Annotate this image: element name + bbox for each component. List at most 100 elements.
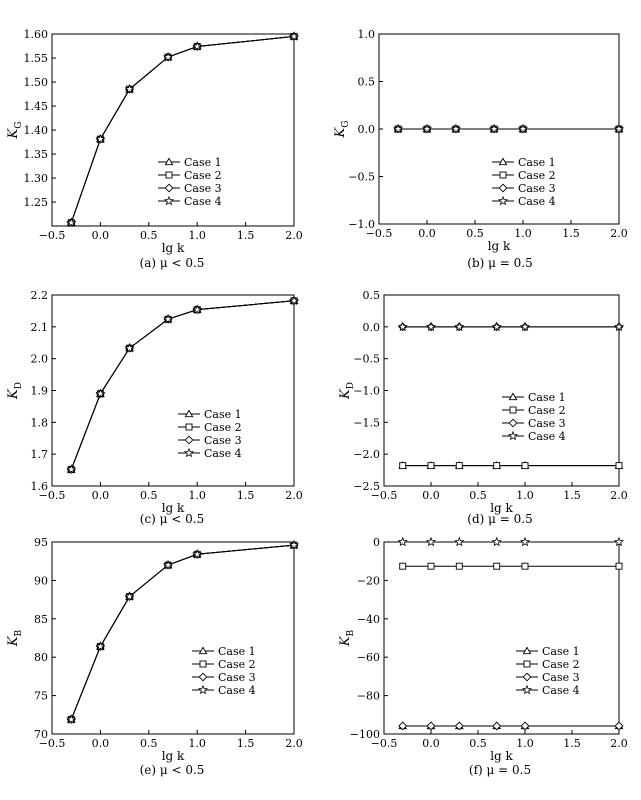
x-axis-label: lg k [490,501,513,515]
data-point-series-4 [163,313,174,324]
legend-marker [522,646,532,655]
x-tick-label: 1.0 [516,737,534,750]
legend-label: Case 1 [542,645,580,658]
y-tick-label: −1.0 [353,385,380,398]
chart-panel-4: −0.5 0.0 0.5 1.0 1.5 2.0 −2.5 −2.0 −1.5 −1.0 −0.5 0… [338,289,628,526]
data-point-series-2 [427,462,435,470]
legend-marker [165,171,173,179]
y-tick-label: 2.1 [31,321,49,334]
legend-label: Case 2 [218,658,256,671]
x-tick-label: −0.5 [371,489,398,502]
legend-marker [509,406,517,414]
x-tick-label: −0.5 [39,489,66,502]
x-axis-label: lg k [490,749,513,763]
plot-frame [383,294,620,487]
legend-label: Case 3 [218,671,256,684]
legend-marker [198,646,208,655]
x-tick-label: 1.5 [562,227,580,240]
x-tick-label: 2.0 [285,229,303,242]
data-point-series-2 [399,462,407,470]
data-point-series-3 [520,721,530,731]
y-tick-label: 1.35 [24,148,49,161]
y-tick-label: 0.0 [358,123,376,136]
x-tick-label: 0.5 [140,229,158,242]
legend-marker [164,183,174,193]
legend-marker [164,157,174,166]
series-line-2 [70,35,295,223]
legend-marker [185,423,193,431]
y-tick-label: 1.50 [24,76,49,89]
y-tick-label: −100 [350,728,380,741]
legend-label: Case 1 [204,408,242,421]
data-point-series-4 [454,536,465,547]
y-tick-label: 0.5 [363,289,381,302]
y-tick-label: 2.0 [31,353,49,366]
y-tick-label: −2.5 [353,480,380,493]
series-line-3 [70,544,295,720]
series-line-4 [70,544,295,720]
x-tick-label: 0.0 [92,229,110,242]
data-point-series-4 [124,83,135,94]
data-point-series-4 [95,388,106,398]
series-line-4 [70,35,295,223]
legend-marker [197,684,209,695]
x-tick-label: 1.5 [237,737,255,750]
data-point-series-4 [454,321,465,332]
legend-label: Case 3 [528,417,566,430]
y-tick-label: −1.0 [348,218,375,231]
series-line-4 [70,300,295,470]
y-axis-label: KB [6,629,24,647]
x-tick-label: 2.0 [285,489,303,502]
x-tick-label: 1.0 [188,489,206,502]
x-tick-label: −0.5 [371,737,398,750]
legend-label: Case 4 [518,195,556,208]
data-point-series-3 [454,721,464,731]
y-tick-label: 85 [34,613,48,626]
legend-marker [163,195,175,206]
x-tick-label: −0.5 [39,229,66,242]
data-point-series-4 [491,321,502,332]
data-point-series-2 [615,462,623,470]
legend-marker [184,409,194,418]
x-tick-label: 1.5 [237,489,255,502]
legend-label: Case 2 [184,169,222,182]
data-point-series-4 [519,536,531,547]
series-line-2 [70,300,295,470]
data-point-series-4 [95,641,106,651]
y-tick-label: −80 [357,690,380,703]
data-point-series-2 [455,462,463,470]
x-tick-label: 0.0 [418,227,436,240]
x-tick-label: 1.5 [237,229,255,242]
x-tick-label: 0.5 [469,737,487,750]
x-tick-label: 1.0 [188,229,206,242]
series-line-1 [70,544,295,720]
series-line-1 [70,35,295,223]
plot-frame [51,294,295,487]
y-tick-label: −0.5 [353,353,380,366]
x-axis-label: lg k [162,501,185,515]
x-tick-label: 2.0 [610,489,628,502]
series-line-2 [70,544,295,720]
data-point-series-3 [398,721,408,731]
data-point-series-4 [288,295,300,306]
x-tick-label: 2.0 [285,737,303,750]
plot-frame [51,541,295,735]
y-tick-label: −60 [357,651,380,664]
legend-marker [508,418,518,428]
legend-label: Case 4 [184,195,222,208]
x-tick-label: 0.5 [466,227,484,240]
legend-marker [507,430,519,441]
y-axis-label: KG [333,121,351,139]
y-tick-label: 75 [34,690,48,703]
data-point-series-4 [421,123,433,134]
data-point-series-4 [66,217,77,227]
y-tick-label: 90 [34,574,48,587]
legend-marker [198,672,208,682]
y-tick-label: −2.0 [353,448,380,461]
series-line-3 [70,300,295,470]
data-point-series-4 [124,342,135,353]
y-axis-label: KB [338,629,356,647]
x-tick-label: 1.0 [514,227,532,240]
chart-panel-6: −0.5 0.0 0.5 1.0 1.5 2.0 −100 −80 −60 −40 −20 0 KB lg… [338,536,628,777]
